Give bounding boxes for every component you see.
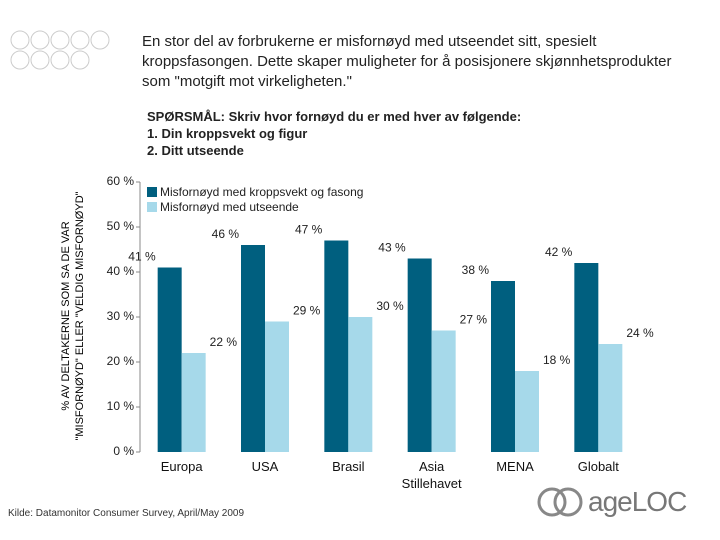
logo: ageLOC	[588, 486, 687, 517]
value-label: 24 %	[626, 326, 654, 340]
bar	[265, 321, 289, 452]
value-label: 47 %	[295, 223, 323, 237]
y-axis-label: % AV DELTAKERNE SOM SA DE VAR	[60, 221, 72, 410]
y-tick-label: 20 %	[107, 354, 135, 368]
bar	[574, 263, 599, 452]
title: En stor del av forbrukerne er misfornøyd…	[142, 33, 672, 90]
legend-label: Misfornøyd med kroppsvekt og fasong	[160, 185, 363, 199]
source: Kilde: Datamonitor Consumer Survey, Apri…	[8, 508, 245, 519]
value-label: 42 %	[545, 245, 573, 259]
y-tick-label: 40 %	[107, 264, 135, 278]
x-tick-label: USA	[251, 459, 279, 474]
y-tick-label: 0 %	[113, 444, 134, 458]
bar	[181, 353, 206, 452]
legend-label: Misfornøyd med utseende	[160, 200, 299, 214]
y-tick-label: 60 %	[107, 174, 135, 188]
bar	[515, 371, 539, 452]
value-label: 46 %	[212, 227, 240, 241]
bar	[157, 267, 182, 452]
bar	[431, 330, 456, 452]
legend-swatch	[147, 187, 157, 197]
value-label: 38 %	[462, 263, 490, 277]
value-label: 30 %	[376, 299, 404, 313]
value-label: 43 %	[378, 241, 406, 255]
x-tick-label: Brasil	[332, 459, 365, 474]
value-label: 18 %	[543, 353, 571, 367]
decor	[10, 30, 110, 70]
x-tick-label: Globalt	[577, 459, 619, 474]
x-tick-label: Europa	[160, 459, 203, 474]
y-tick-label: 10 %	[107, 399, 135, 413]
value-label: 27 %	[460, 313, 488, 327]
bar	[348, 317, 373, 452]
question: SPØRSMÅL: Skriv hvor fornøyd du er med h…	[147, 108, 521, 159]
logo-mark	[537, 487, 583, 517]
x-tick-label: Asia Stillehavet	[401, 459, 462, 491]
bar	[598, 344, 623, 452]
y-axis-label: "MISFORNØYD" ELLER "VELDIG MISFORNØYD"	[74, 191, 86, 440]
question-line: SPØRSMÅL: Skriv hvor fornøyd du er med h…	[147, 109, 522, 124]
bar	[324, 240, 349, 452]
question-line: 1. Din kroppsvekt og figur	[147, 126, 308, 141]
bar	[491, 281, 515, 452]
value-label: 22 %	[210, 335, 238, 349]
legend-swatch	[147, 202, 157, 212]
bar	[407, 258, 432, 452]
value-label: 29 %	[293, 304, 321, 318]
x-tick-label: MENA	[496, 459, 534, 474]
y-tick-label: 30 %	[107, 309, 135, 323]
question-line: 2. Ditt utseende	[147, 143, 244, 158]
value-label: 41 %	[128, 250, 156, 264]
y-tick-label: 50 %	[107, 219, 135, 233]
bar	[241, 245, 265, 452]
